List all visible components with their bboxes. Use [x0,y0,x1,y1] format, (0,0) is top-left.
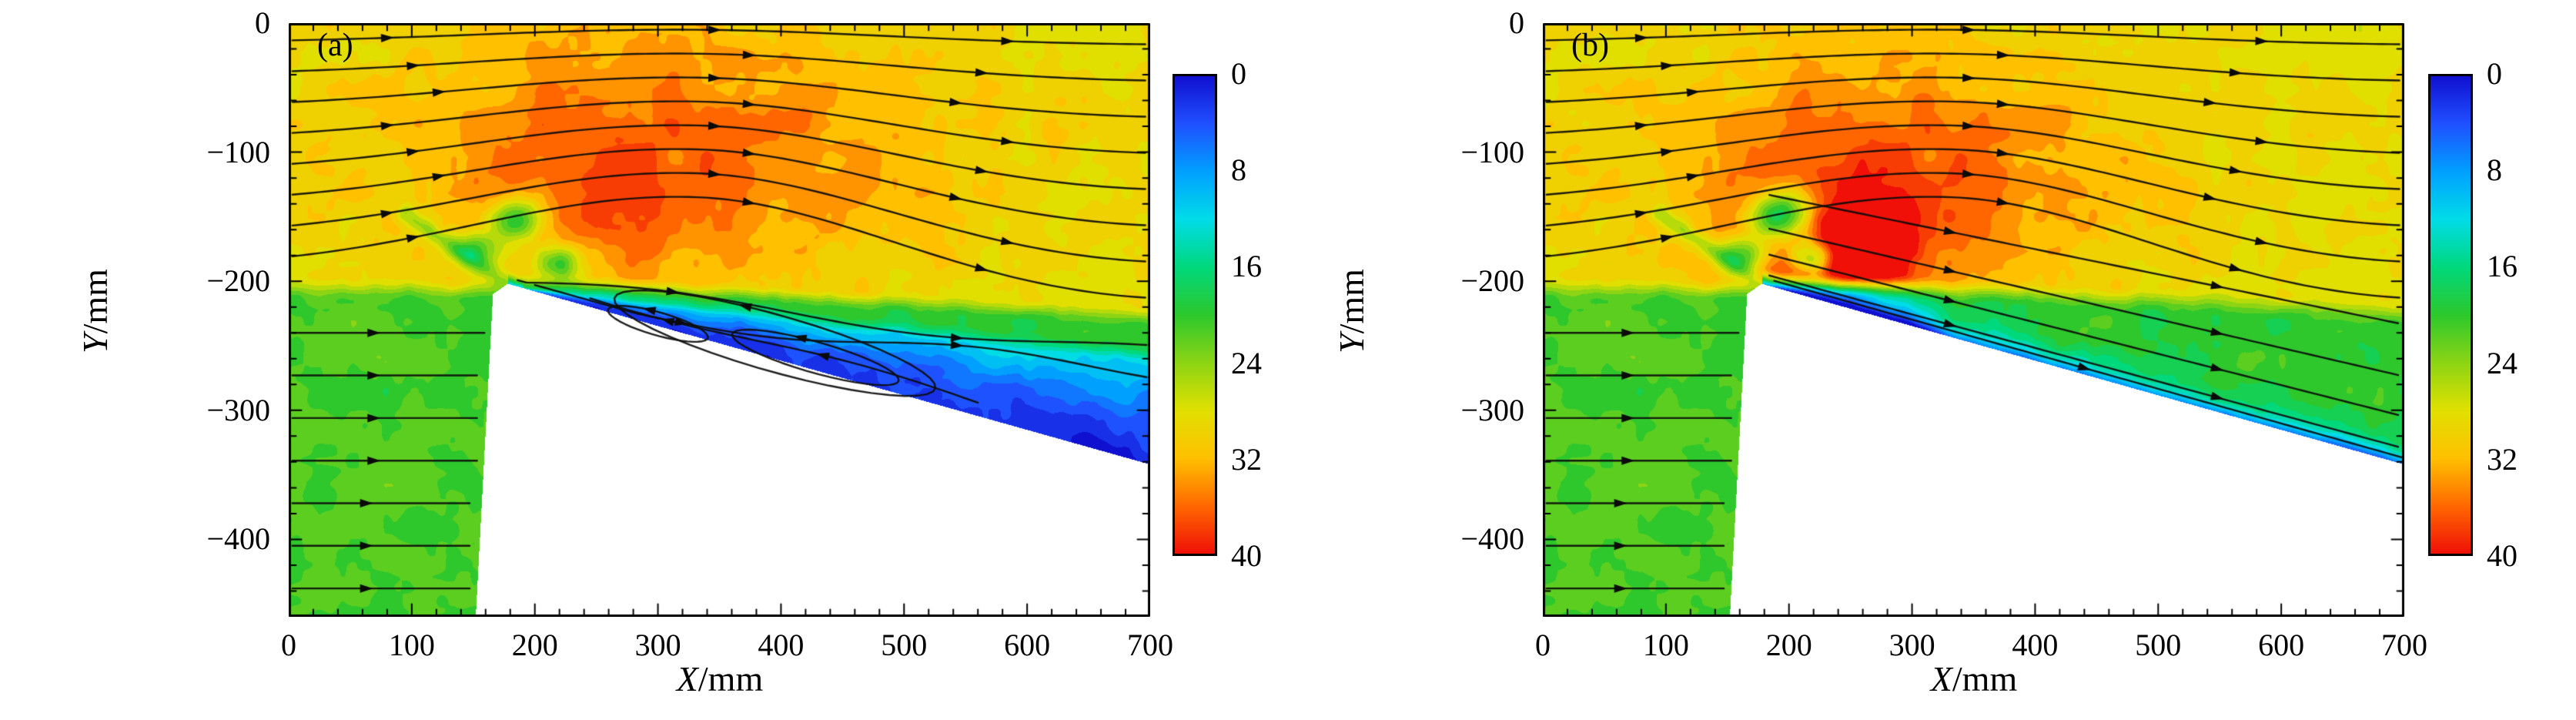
colorbar-tick-label: 24 [1231,345,1262,380]
y-tick-label: −400 [206,521,270,557]
x-axis-label-a: X/mm [677,660,763,698]
colorbar-tick-label: 40 [1231,538,1262,573]
x-axis-label-b: X/mm [1931,660,2017,698]
colorbar-tick-label: 32 [2487,441,2517,477]
x-axis-variable-b: X [1930,659,1952,698]
x-tick-label: 600 [2258,628,2305,662]
flow-field-plot-b [1543,23,2404,617]
y-tick-label: 0 [1509,5,1524,40]
panel-label-b: (b) [1571,28,1609,63]
x-tick-label: 500 [881,628,928,662]
x-tick-label: 600 [1004,628,1051,662]
y-tick-label: −100 [1460,134,1524,169]
x-tick-label: 200 [511,628,558,662]
x-tick-label: 500 [2135,628,2182,662]
x-tick-label: 300 [1889,628,1935,662]
colorbar-tick-label: 0 [2487,56,2502,91]
colorbar-b [2428,74,2473,556]
x-tick-label: 700 [1127,628,1173,662]
y-axis-label-b: Y/mm [1332,269,1371,353]
colorbar-a [1173,74,1217,556]
y-axis-variable-b: Y [1332,333,1371,353]
x-tick-label: 400 [2012,628,2059,662]
x-tick-label: 100 [388,628,435,662]
x-axis-unit-b: /mm [1952,659,2018,698]
flow-field-plot-a [289,23,1150,617]
y-tick-label: −400 [1460,521,1524,557]
colorbar-tick-label: 16 [2487,249,2517,284]
colorbar-tick-label: 8 [2487,152,2502,188]
y-tick-label: 0 [255,5,270,40]
x-tick-label: 200 [1765,628,1812,662]
colorbar-tick-label: 0 [1231,56,1246,91]
colorbar-tick-label: 8 [1231,152,1246,188]
colorbar-tick-label: 40 [2487,538,2517,573]
x-axis-variable-a: X [676,659,698,698]
colorbar-tick-label: 16 [1231,249,1262,284]
y-tick-label: −200 [1460,263,1524,299]
panel-label-a: (a) [317,28,353,63]
x-tick-label: 0 [1535,628,1551,662]
colorbar-tick-label: 32 [1231,441,1262,477]
x-tick-label: 700 [2381,628,2427,662]
x-axis-unit-a: /mm [698,659,764,698]
y-tick-label: −300 [1460,392,1524,427]
y-axis-unit-b: /mm [1332,269,1371,334]
x-tick-label: 300 [634,628,681,662]
x-tick-label: 0 [281,628,296,662]
colorbar-tick-label: 24 [2487,345,2517,380]
y-tick-label: −200 [206,263,270,299]
y-tick-label: −100 [206,134,270,169]
x-tick-label: 100 [1642,628,1689,662]
y-tick-label: −300 [206,392,270,427]
x-tick-label: 400 [758,628,805,662]
